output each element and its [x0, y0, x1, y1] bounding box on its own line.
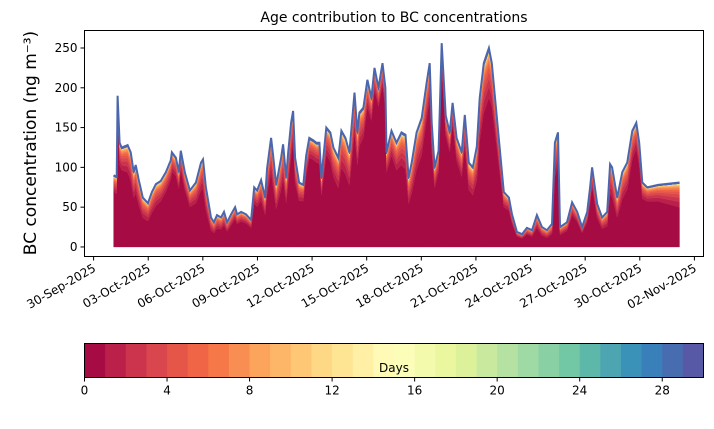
y-tick-label: 100 [55, 160, 78, 174]
colorbar-level-26 [620, 343, 643, 378]
colorbar-level-15 [394, 343, 416, 378]
y-tick-label: 150 [55, 121, 78, 135]
x-axis: 30-Sep-202503-Oct-202506-Oct-202509-Oct-… [24, 256, 699, 312]
colorbar-tick-label: 28 [655, 384, 670, 398]
colorbar-level-20 [497, 343, 519, 378]
colorbar-level-6 [208, 343, 230, 378]
colorbar-level-5 [187, 343, 209, 378]
colorbar-level-24 [579, 343, 601, 378]
y-tick-label: 50 [62, 200, 77, 214]
colorbar-level-7 [228, 343, 251, 378]
colorbar-level-2 [125, 343, 147, 378]
colorbar-level-14 [373, 343, 395, 378]
colorbar-level-12 [332, 343, 354, 378]
colorbar-tick-label: 16 [407, 384, 422, 398]
colorbar-frame [84, 343, 704, 378]
y-axis-label: BC concentration (ng m⁻³) [21, 31, 41, 255]
colorbar-tick-label: 20 [490, 384, 505, 398]
y-tick-label: 200 [55, 81, 78, 95]
colorbar-tick-label: 12 [324, 384, 339, 398]
colorbar-level-28 [662, 343, 684, 378]
y-tick-label: 250 [55, 41, 78, 55]
axes-frame [84, 30, 704, 257]
colorbar-level-10 [290, 343, 312, 378]
colorbar-level-0 [84, 343, 106, 378]
colorbar-level-18 [455, 343, 478, 378]
chart-title: Age contribution to BC concentrations [260, 10, 527, 26]
colorbar-level-16 [414, 343, 436, 378]
colorbar-level-22 [538, 343, 560, 378]
y-axis: 0 50 100 150 200 250 [55, 41, 85, 254]
colorbar-level-13 [352, 343, 374, 378]
colorbar-level-23 [559, 343, 581, 378]
colorbar: 0 4 8 12 16 20 24 28 [81, 343, 704, 398]
colorbar-level-3 [146, 343, 168, 378]
colorbar-level-17 [435, 343, 457, 378]
colorbar-level-4 [167, 343, 189, 378]
y-tick-label: 0 [70, 240, 78, 254]
colorbar-tick-label: 8 [246, 384, 254, 398]
colorbar-label: Days [379, 361, 409, 375]
colorbar-level-9 [270, 343, 292, 378]
colorbar-tick-label: 24 [572, 384, 587, 398]
colorbar-tick-label: 4 [163, 384, 171, 398]
colorbar-level-11 [311, 343, 333, 378]
colorbar-level-1 [105, 343, 127, 378]
colorbar-level-25 [600, 343, 622, 378]
colorbar-level-29 [682, 343, 704, 378]
colorbar-level-19 [476, 343, 498, 378]
colorbar-level-27 [641, 343, 663, 378]
total-line [113, 43, 680, 236]
colorbar-level-21 [517, 343, 539, 378]
plot-area [113, 43, 680, 248]
colorbar-tick-label: 0 [81, 384, 89, 398]
colorbar-level-8 [249, 343, 271, 378]
